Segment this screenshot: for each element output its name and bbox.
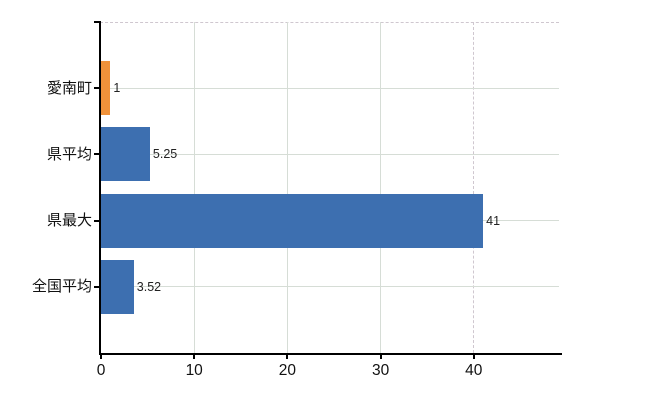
category-label: 県最大 — [46, 212, 92, 230]
gridline-vertical — [286, 22, 288, 353]
value-label: 3.52 — [136, 279, 162, 294]
y-axis-tick — [94, 153, 100, 156]
x-axis-tick — [472, 353, 475, 359]
y-axis-tick — [94, 219, 100, 222]
category-label: 全国平均 — [31, 278, 92, 296]
x-axis-line — [99, 353, 562, 355]
x-tick-label: 10 — [185, 362, 203, 379]
y-axis-line — [99, 21, 101, 355]
bar — [101, 259, 134, 314]
value-label: 5.25 — [152, 147, 178, 162]
x-axis-tick — [100, 353, 102, 359]
x-tick-label: 20 — [278, 362, 297, 379]
y-axis-tick — [94, 21, 100, 23]
x-axis-tick — [379, 353, 382, 359]
plot-top-border — [100, 22, 559, 23]
value-label: 1 — [113, 81, 121, 96]
gridline-horizontal — [101, 286, 559, 288]
gridline-vertical — [193, 22, 195, 353]
bar — [101, 127, 150, 182]
value-label: 41 — [486, 213, 501, 228]
x-tick-label: 0 — [96, 362, 106, 379]
y-axis-tick — [94, 285, 100, 288]
gridline-horizontal — [101, 87, 559, 89]
x-tick-label: 30 — [371, 362, 390, 379]
x-axis-tick — [286, 353, 289, 359]
x-axis-tick — [193, 353, 196, 359]
gridline-vertical — [380, 22, 382, 353]
x-tick-label: 40 — [465, 362, 483, 379]
bar — [101, 61, 111, 116]
gridline-vertical — [473, 22, 475, 353]
category-label: 県平均 — [46, 145, 92, 163]
y-axis-tick — [94, 87, 100, 90]
plot-area: 0 10 20 30 40 1 5.25 41 3.52 — [94, 21, 559, 379]
bar — [101, 193, 484, 248]
gridline-horizontal — [101, 153, 559, 155]
category-label: 愛南町 — [46, 79, 92, 97]
